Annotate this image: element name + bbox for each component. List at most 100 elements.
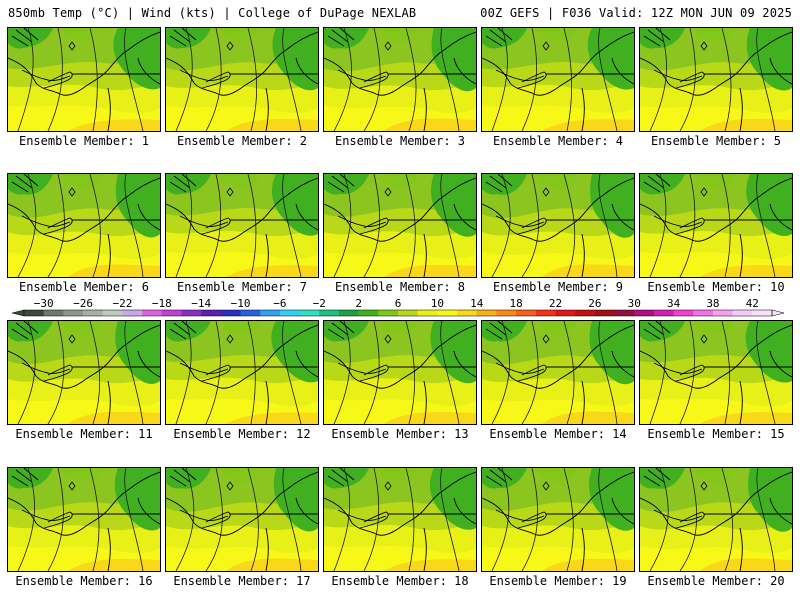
ensemble-member-label: Ensemble Member: 5 xyxy=(650,134,782,148)
colorbar-swatch xyxy=(299,310,320,316)
colorbar-swatch xyxy=(693,310,714,316)
ensemble-map-panel xyxy=(639,467,793,572)
colorbar-tick-label: −30 xyxy=(34,297,54,310)
colorbar-tick-label: 22 xyxy=(549,297,562,310)
temperature-field-map xyxy=(324,468,476,571)
colorbar-swatch xyxy=(260,310,281,316)
colorbar-tick-label: 34 xyxy=(667,297,681,310)
ensemble-member-label: Ensemble Member: 11 xyxy=(15,427,153,441)
ensemble-member-label: Ensemble Member: 4 xyxy=(492,134,624,148)
ensemble-member-label: Ensemble Member: 19 xyxy=(489,574,627,588)
colorbar-swatch xyxy=(63,310,84,316)
chart-title: 850mb Temp (°C) | Wind (kts) | College o… xyxy=(8,6,417,20)
colorbar-swatch xyxy=(220,310,241,316)
colorbar-tick-label: 10 xyxy=(431,297,444,310)
temperature-colorbar: −30 −26 −22 −18 −14 −10 −6 −2 2 6 10 14 18 22 26 30 34 38… xyxy=(11,297,785,317)
colorbar-tick-label: −2 xyxy=(313,297,326,310)
ensemble-map-panel xyxy=(639,173,793,278)
temperature-field-map xyxy=(324,174,476,277)
temperature-field-map xyxy=(166,468,318,571)
colorbar-swatch xyxy=(240,310,261,316)
colorbar-swatch xyxy=(535,310,556,316)
colorbar-swatch xyxy=(516,310,537,316)
ensemble-member-label: Ensemble Member: 17 xyxy=(173,574,311,588)
temperature-field-map xyxy=(482,321,634,424)
colorbar-swatch xyxy=(102,310,123,316)
ensemble-member-label: Ensemble Member: 16 xyxy=(15,574,153,588)
temperature-field-map xyxy=(166,28,318,131)
colorbar-tick-label: −26 xyxy=(73,297,93,310)
colorbar-tick-label: 26 xyxy=(588,297,601,310)
temperature-field-map xyxy=(324,321,476,424)
temperature-field-map xyxy=(8,28,160,131)
colorbar-swatch xyxy=(437,310,458,316)
ensemble-member-label: Ensemble Member: 14 xyxy=(489,427,627,441)
ensemble-map-panel xyxy=(323,173,477,278)
colorbar-swatch xyxy=(43,310,64,316)
colorbar-swatch xyxy=(201,310,222,316)
ensemble-member-label: Ensemble Member: 9 xyxy=(492,280,624,294)
colorbar-swatch xyxy=(555,310,576,316)
colorbar-swatch xyxy=(83,310,104,316)
colorbar-swatch xyxy=(476,310,497,316)
colorbar-tick-label: −22 xyxy=(112,297,132,310)
colorbar-tick-label: 6 xyxy=(395,297,402,310)
ensemble-member-label: Ensemble Member: 13 xyxy=(331,427,469,441)
ensemble-map-panel xyxy=(165,27,319,132)
colorbar-swatch xyxy=(358,310,379,316)
colorbar-swatch xyxy=(279,310,300,316)
colorbar-tick-label: −10 xyxy=(231,297,251,310)
ensemble-map-panel xyxy=(7,467,161,572)
colorbar-swatch xyxy=(594,310,615,316)
ensemble-map-panel xyxy=(481,467,635,572)
colorbar-swatch xyxy=(122,310,143,316)
colorbar-swatch xyxy=(378,310,399,316)
ensemble-member-label: Ensemble Member: 6 xyxy=(18,280,150,294)
temperature-field-map xyxy=(482,468,634,571)
ensemble-map-panel xyxy=(323,27,477,132)
colorbar-swatch xyxy=(319,310,340,316)
temperature-field-map xyxy=(640,28,792,131)
ensemble-member-label: Ensemble Member: 2 xyxy=(176,134,308,148)
colorbar-tick-label: −18 xyxy=(152,297,172,310)
colorbar-swatch xyxy=(142,310,163,316)
ensemble-member-label: Ensemble Member: 7 xyxy=(176,280,308,294)
ensemble-map-panel xyxy=(165,320,319,425)
temperature-field-map xyxy=(482,28,634,131)
temperature-field-map xyxy=(640,321,792,424)
ensemble-map-panel xyxy=(323,320,477,425)
colorbar-swatch xyxy=(181,310,202,316)
temperature-field-map xyxy=(166,321,318,424)
colorbar-tick-label: 42 xyxy=(746,297,759,310)
temperature-field-map xyxy=(8,468,160,571)
colorbar-swatch xyxy=(634,310,655,316)
temperature-field-map xyxy=(324,28,476,131)
colorbar-swatch xyxy=(752,310,773,316)
temperature-field-map xyxy=(8,321,160,424)
colorbar-swatch xyxy=(712,310,733,316)
colorbar-swatch xyxy=(338,310,359,316)
ensemble-member-label: Ensemble Member: 10 xyxy=(647,280,785,294)
colorbar-swatch xyxy=(614,310,635,316)
ensemble-map-panel xyxy=(165,173,319,278)
ensemble-member-label: Ensemble Member: 15 xyxy=(647,427,785,441)
colorbar-swatch xyxy=(496,310,517,316)
colorbar-swatch xyxy=(417,310,438,316)
ensemble-member-label: Ensemble Member: 3 xyxy=(334,134,466,148)
ensemble-map-panel xyxy=(165,467,319,572)
colorbar-tick-label: 38 xyxy=(706,297,719,310)
temperature-field-map xyxy=(166,174,318,277)
colorbar-swatch xyxy=(457,310,478,316)
ensemble-member-label: Ensemble Member: 1 xyxy=(18,134,150,148)
temperature-field-map xyxy=(640,174,792,277)
ensemble-map-panel xyxy=(481,27,635,132)
ensemble-member-label: Ensemble Member: 20 xyxy=(647,574,785,588)
ensemble-map-panel xyxy=(481,173,635,278)
ensemble-member-label: Ensemble Member: 18 xyxy=(331,574,469,588)
colorbar-swatch xyxy=(673,310,694,316)
colorbar-tick-label: −6 xyxy=(273,297,286,310)
colorbar-min-arrow xyxy=(11,309,25,317)
ensemble-map-panel xyxy=(7,27,161,132)
colorbar-swatch xyxy=(732,310,753,316)
colorbar-tick-label: 18 xyxy=(509,297,522,310)
